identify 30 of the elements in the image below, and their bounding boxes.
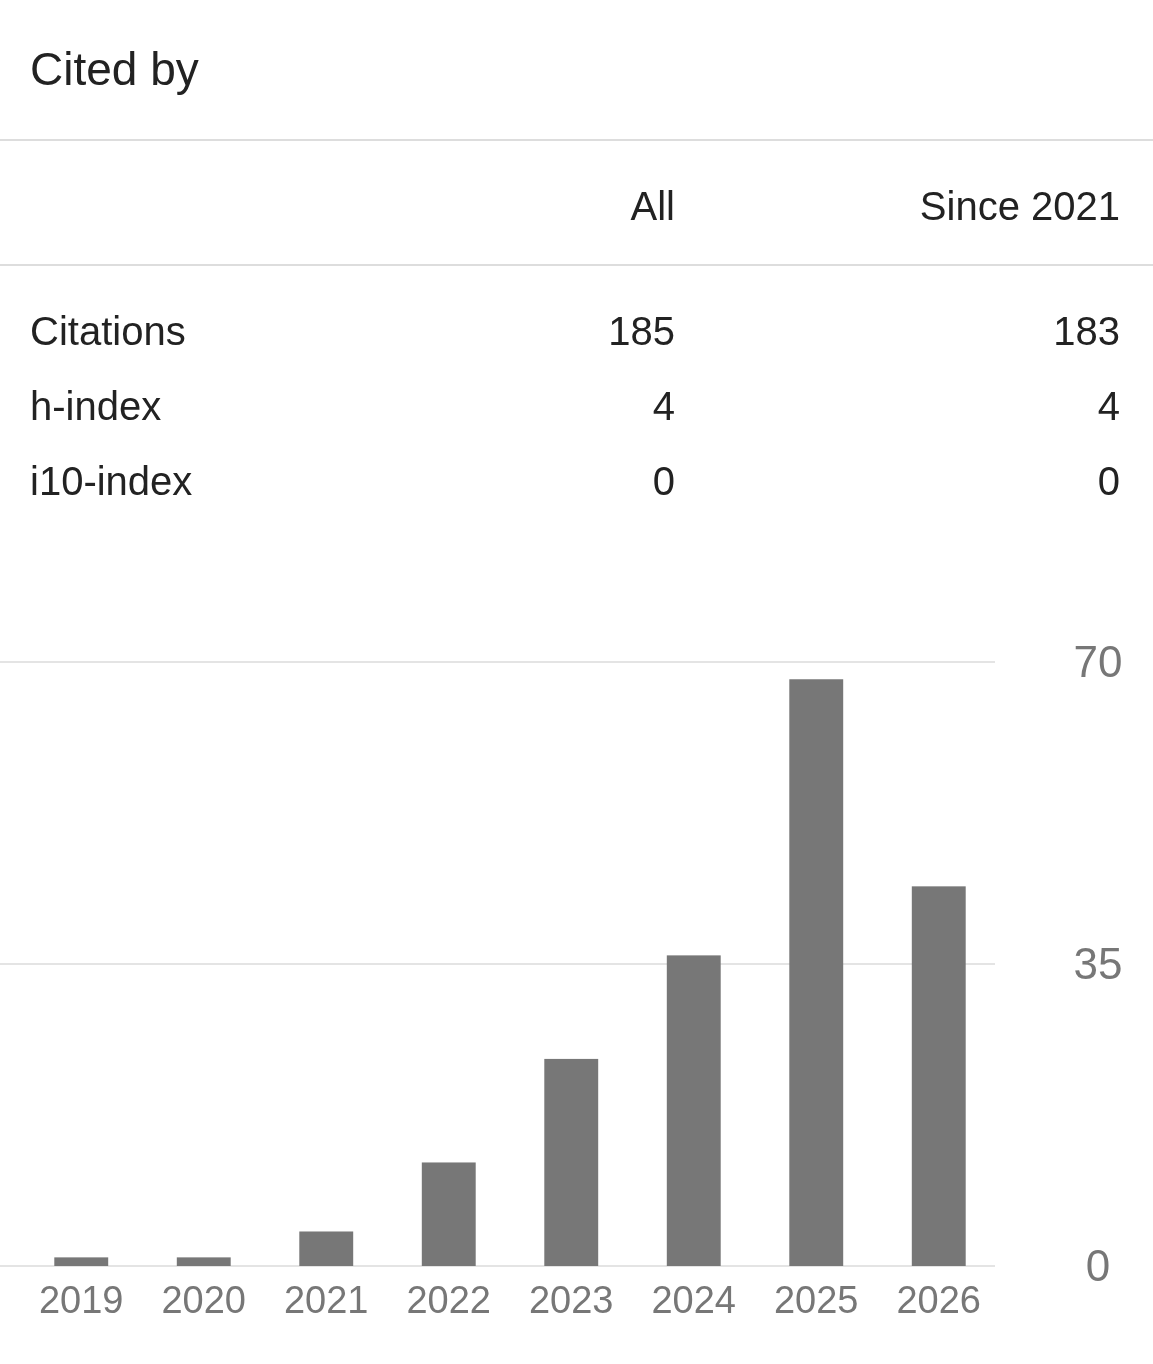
x-tick-label: 2023 — [528, 1279, 614, 1321]
x-tick-label: 2024 — [651, 1279, 737, 1321]
category-label: All — [630, 184, 675, 228]
category-label: Since 2021 — [919, 184, 1120, 228]
data-label: 4 — [1097, 384, 1120, 428]
x-tick-label: 2025 — [773, 1279, 859, 1321]
x-tick-label: 2021 — [283, 1279, 369, 1321]
bar — [911, 886, 966, 1266]
bar — [176, 1257, 231, 1266]
text: Cited by — [30, 43, 199, 95]
bar — [421, 1162, 476, 1266]
bar — [54, 1257, 109, 1266]
text: Citations — [30, 309, 186, 353]
bar — [789, 679, 844, 1266]
y-tick-label: 35 — [1073, 939, 1123, 989]
data-label: 0 — [652, 459, 675, 503]
y-tick-label: 0 — [1085, 1241, 1111, 1291]
x-tick-label: 2026 — [896, 1279, 982, 1321]
text: i10-index — [30, 459, 193, 503]
x-tick-label: 2019 — [38, 1279, 124, 1321]
x-tick-label: 2022 — [406, 1279, 492, 1321]
y-tick-label: 70 — [1073, 637, 1123, 687]
data-label: 185 — [608, 309, 675, 353]
data-label: 4 — [652, 384, 675, 428]
bar — [666, 955, 721, 1266]
bar — [544, 1058, 599, 1266]
text: h-index — [30, 384, 162, 428]
x-tick-label: 2020 — [161, 1279, 247, 1321]
data-label: 183 — [1053, 309, 1120, 353]
bar — [299, 1231, 354, 1266]
